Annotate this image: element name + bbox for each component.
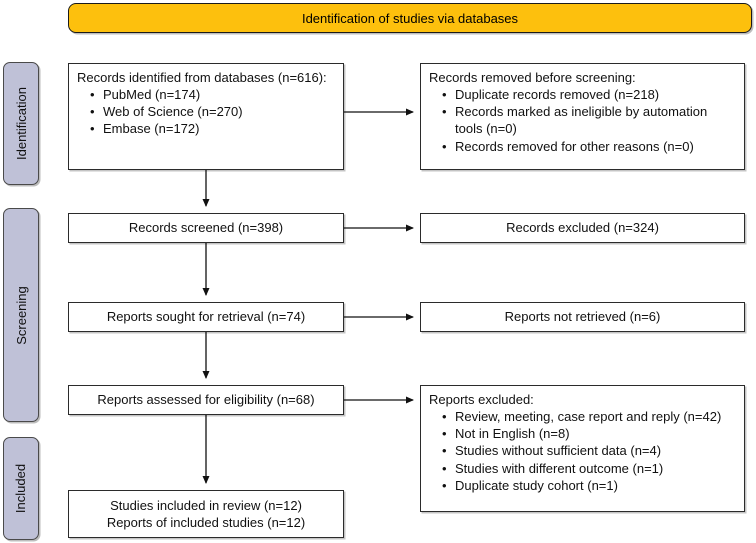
bullet-duplicate-cohort: • Duplicate study cohort (n=1) [442,477,618,493]
stage-identification-label: Identification [13,87,29,160]
box-records-removed-before-screening: Records removed before screening: • Dupl… [420,63,745,170]
box-records-screened: Records screened (n=398) [68,213,344,243]
bullet-different-outcome: • Studies with different outcome (n=1) [442,460,664,476]
box-reports-not-retrieved: Reports not retrieved (n=6) [420,302,745,332]
reports-sought-label: Reports sought for retrieval (n=74) [106,309,306,325]
stage-included-label: Included [13,463,29,514]
records-screened-label: Records screened (n=398) [128,220,284,236]
bullet-dot: • [90,121,95,137]
studies-included-line: Studies included in review (n=12) [110,497,302,513]
bullet-dot: • [442,104,447,120]
records-identified-heading: Records identified from databases (n=616… [77,70,327,85]
box-records-identified: Records identified from databases (n=616… [68,63,344,170]
records-removed-bullets: • Duplicate records removed (n=218) • Re… [429,86,736,155]
box-records-excluded: Records excluded (n=324) [420,213,745,243]
bullet-duplicate-records: • Duplicate records removed (n=218) [442,87,660,103]
box-reports-assessed: Reports assessed for eligibility (n=68) [68,385,344,415]
bullet-insufficient-data: • Studies without sufficient data (n=4) [442,443,662,459]
box-studies-included: Studies included in review (n=12) Report… [68,490,344,538]
records-excluded-label: Records excluded (n=324) [506,220,659,236]
bullet-pubmed: • PubMed (n=174) [90,87,201,103]
stage-identification: Identification [3,62,39,185]
bullet-dot: • [442,460,447,476]
reports-included-line: Reports of included studies (n=12) [106,515,306,530]
reports-excluded-bullets: • Review, meeting, case report and reply… [429,408,736,494]
bullet-dot: • [442,426,447,442]
records-removed-heading: Records removed before screening: [429,70,636,85]
reports-not-retrieved-label: Reports not retrieved (n=6) [504,309,661,325]
banner-label: Identification of studies via databases [301,10,519,26]
bullet-dot: • [442,87,447,103]
reports-excluded-heading: Reports excluded: [429,392,534,407]
box-reports-excluded: Reports excluded: • Review, meeting, cas… [420,385,745,512]
stage-screening: Screening [3,208,39,422]
bullet-dot: • [90,104,95,120]
reports-assessed-label: Reports assessed for eligibility (n=68) [97,392,315,408]
bullet-dot: • [442,409,447,425]
bullet-dot: • [442,138,447,154]
box-reports-sought: Reports sought for retrieval (n=74) [68,302,344,332]
banner-identification-via-databases: Identification of studies via databases [68,3,752,33]
bullet-dot: • [90,87,95,103]
records-identified-bullets: • PubMed (n=174) • Web of Science (n=270… [77,86,335,137]
bullet-other-reasons: • Records removed for other reasons (n=0… [442,138,694,154]
stage-screening-label: Screening [13,285,29,345]
bullet-ineligible-automation: • Records marked as ineligible by automa… [442,104,708,137]
bullet-dot: • [442,477,447,493]
bullet-not-english: • Not in English (n=8) [442,426,570,442]
bullet-embase: • Embase (n=172) [90,121,200,137]
bullet-dot: • [442,443,447,459]
bullet-web-of-science: • Web of Science (n=270) [90,104,243,120]
bullet-review-meeting: • Review, meeting, case report and reply… [442,409,722,425]
stage-included: Included [3,437,39,540]
